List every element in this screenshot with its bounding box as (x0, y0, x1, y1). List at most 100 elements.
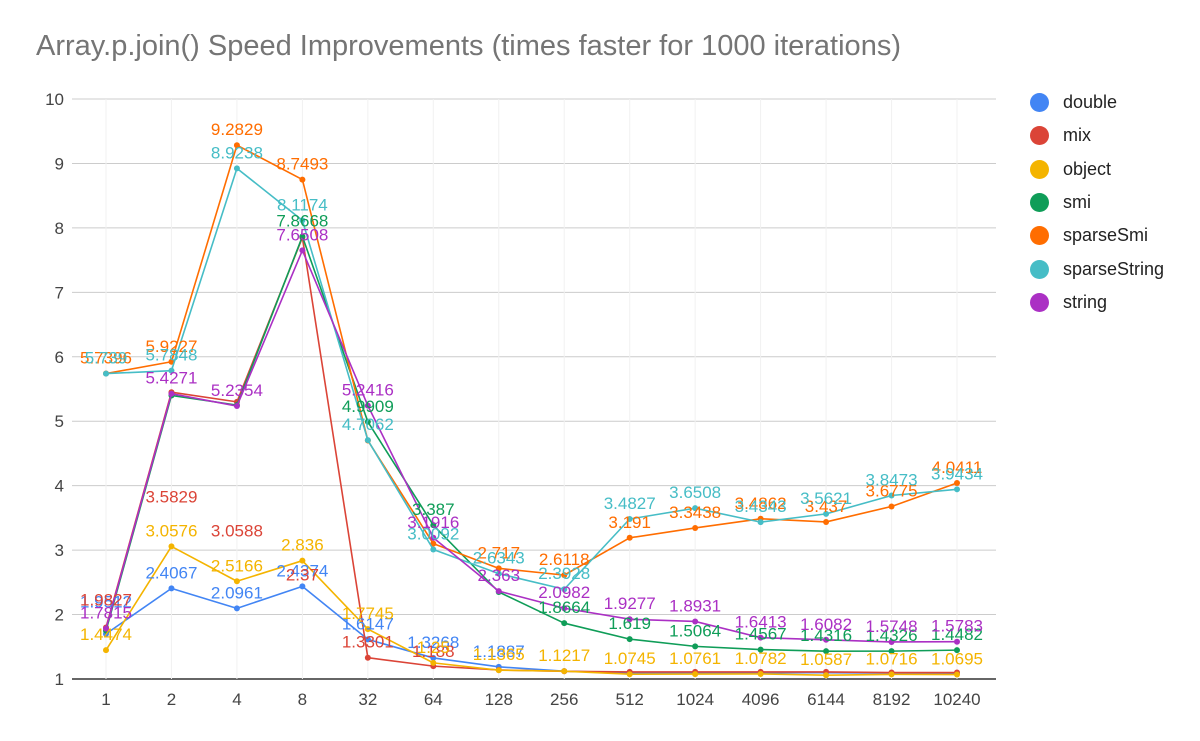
data-point-sparseSmi (823, 518, 830, 525)
data-label-string: 3.1916 (407, 513, 459, 532)
data-point-object (888, 671, 895, 678)
data-point-string (626, 616, 633, 623)
data-label-object: 1.0695 (931, 650, 983, 669)
y-tick-label: 8 (55, 219, 64, 238)
x-tick-label: 8192 (873, 690, 911, 709)
data-label-sparseString: 3.8473 (866, 471, 918, 490)
data-point-smi (823, 648, 830, 655)
data-point-string (888, 638, 895, 645)
data-label-sparseString: 8.9238 (211, 143, 263, 162)
legend-label: sparseSmi (1063, 225, 1149, 246)
data-label-sparseString: 4.7062 (342, 415, 394, 434)
legend-swatch (1030, 193, 1049, 213)
data-label-double: 1.3268 (407, 633, 459, 652)
y-tick-label: 2 (55, 606, 64, 625)
data-label-string: 2.363 (477, 566, 520, 585)
data-label-string: 7.6508 (276, 225, 328, 244)
data-point-object (626, 671, 633, 678)
data-label-sparseSmi: 3.437 (805, 497, 848, 516)
series-line-string (105, 249, 958, 643)
x-tick-label: 8 (298, 690, 307, 709)
data-point-sparseString (364, 437, 371, 444)
data-point-string (692, 618, 699, 625)
data-label-sparseSmi: 3.6775 (866, 481, 918, 500)
data-label-string: 2.0982 (538, 583, 590, 602)
data-point-object (299, 557, 306, 564)
data-label-smi: 1.4316 (800, 626, 852, 645)
data-label-string: 1.5748 (866, 617, 918, 636)
data-label-string: 5.4271 (145, 369, 197, 388)
data-point-string (103, 625, 109, 632)
data-point-string (561, 605, 568, 612)
data-label-smi: 1.4567 (735, 625, 787, 644)
data-point-sparseString (626, 516, 633, 523)
x-tick-label: 4096 (742, 690, 780, 709)
data-label-sparseString: 3.5621 (800, 489, 852, 508)
data-point-string (430, 534, 437, 541)
data-point-sparseSmi (561, 572, 568, 579)
x-tick-label: 1024 (676, 690, 714, 709)
legend-swatch (1030, 159, 1049, 179)
data-label-object: 1.0587 (800, 650, 852, 669)
data-point-double (364, 636, 371, 643)
data-label-object: 1.25 (417, 638, 450, 657)
data-point-sparseString (168, 367, 175, 374)
data-point-sparseString (888, 492, 895, 499)
data-label-double: 2.4067 (145, 563, 197, 582)
data-point-sparseString (495, 570, 502, 577)
legend-item-mix: mix (1030, 119, 1164, 152)
data-label-object: 1.0782 (735, 649, 787, 668)
x-tick-label: 10240 (933, 690, 980, 709)
data-label-string: 1.5783 (931, 617, 983, 636)
legend-label: mix (1063, 125, 1091, 146)
data-point-double (299, 583, 306, 590)
data-point-smi (364, 418, 371, 425)
data-point-sparseString (299, 217, 306, 224)
data-point-object (757, 670, 764, 677)
data-label-sparseSmi: 5.7396 (80, 349, 132, 368)
grid-layer (72, 98, 996, 680)
x-tick-label: 64 (424, 690, 443, 709)
data-label-sparseSmi: 8.7493 (276, 155, 328, 174)
legend-label: double (1063, 92, 1118, 113)
legend-item-sparseString: sparseString (1030, 252, 1164, 285)
data-label-sparseString: 3.4343 (735, 497, 787, 516)
legend-item-string: string (1030, 286, 1164, 319)
y-tick-label: 3 (55, 541, 64, 560)
x-tick-label: 256 (550, 690, 578, 709)
data-label-smi: 1.4482 (931, 625, 983, 644)
data-point-double (168, 585, 175, 592)
y-tick-label: 10 (45, 90, 64, 109)
data-point-double (233, 605, 240, 612)
data-label-object: 1.1365 (473, 645, 525, 664)
data-label-object: 2.836 (281, 536, 324, 555)
legend: double mix object smi sparseSmi sparseString s… (1030, 86, 1164, 319)
data-point-sparseString (823, 510, 830, 517)
legend-label: sparseString (1063, 258, 1165, 279)
data-point-sparseString (430, 546, 437, 553)
data-label-double: 1.6147 (342, 614, 394, 633)
data-point-string (233, 403, 240, 410)
data-label-smi: 7.8668 (276, 211, 328, 230)
data-point-string (168, 390, 175, 397)
data-point-sparseString (954, 486, 960, 493)
data-point-object (495, 667, 502, 674)
data-point-sparseString (561, 586, 568, 593)
data-point-object (430, 659, 437, 666)
data-point-sparseSmi (299, 176, 306, 183)
data-label-object: 1.1217 (538, 646, 590, 665)
data-label-sparseSmi: 4.0411 (932, 458, 983, 477)
data-point-sparseSmi (692, 524, 699, 531)
data-label-sparseString: 3.6508 (669, 483, 721, 502)
x-tick-label: 4 (232, 690, 241, 709)
data-point-smi (954, 647, 960, 654)
legend-label: object (1063, 158, 1112, 179)
data-label-sparseString: 5.739 (85, 349, 128, 368)
y-tick-label: 6 (55, 348, 64, 367)
data-point-string (299, 247, 306, 254)
data-label-object: 1.0716 (866, 649, 918, 668)
data-point-sparseSmi (888, 503, 895, 510)
data-label-mix: 1.3301 (342, 633, 394, 652)
data-point-sparseSmi (168, 358, 175, 365)
